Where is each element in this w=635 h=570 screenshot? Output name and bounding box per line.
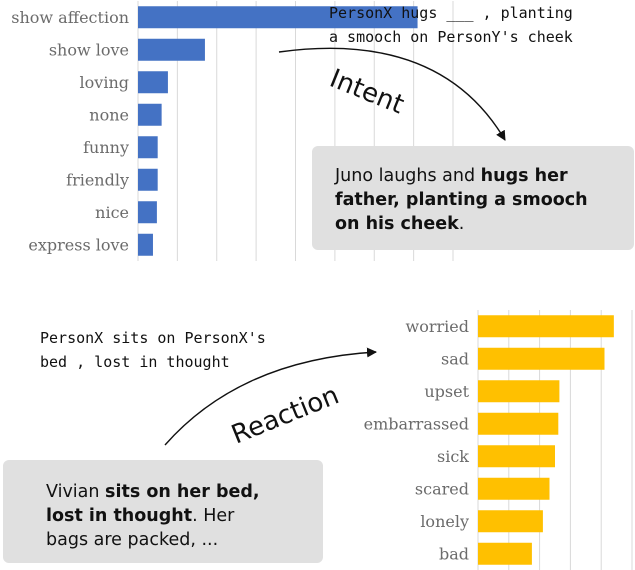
reaction-story-line-1: Vivian sits on her bed, xyxy=(46,482,260,502)
reaction-bar-scared xyxy=(478,477,550,500)
intent-category-label: funny xyxy=(83,138,129,157)
intent-category-label: nice xyxy=(95,203,129,222)
reaction-category-label: sad xyxy=(441,349,469,368)
reaction-category-label: embarrassed xyxy=(364,414,469,433)
intent-bar-express-love xyxy=(138,233,153,256)
reaction-bar-upset xyxy=(478,380,560,403)
intent-category-label: show love xyxy=(49,40,129,59)
intent-category-label: express love xyxy=(28,235,129,254)
reaction-event-line-2: bed , lost in thought xyxy=(40,353,230,371)
reaction-bar-sad xyxy=(478,347,605,370)
intent-arrow-label: Intent xyxy=(325,64,408,121)
reaction-category-label: worried xyxy=(406,317,469,336)
intent-story-box xyxy=(312,146,634,250)
intent-bar-chart: show affection show love loving none funny fr… xyxy=(11,1,454,261)
intent-bar-friendly xyxy=(138,168,158,191)
reaction-bar-bad xyxy=(478,542,532,565)
intent-story-line-1: Juno laughs and hugs her xyxy=(334,166,568,186)
intent-bar-show-affection xyxy=(138,6,418,29)
reaction-bar-worried xyxy=(478,315,614,338)
intent-arrow xyxy=(278,47,506,141)
reaction-category-label: sick xyxy=(437,447,469,466)
intent-story-line-3: on his cheek. xyxy=(335,214,464,234)
intent-category-label: show affection xyxy=(11,8,129,27)
reaction-category-label: lonely xyxy=(420,512,469,531)
reaction-story-line-2: lost in thought. Her xyxy=(46,506,235,526)
intent-bar-none xyxy=(138,103,162,126)
reaction-bar-lonely xyxy=(478,510,543,533)
intent-category-label: friendly xyxy=(66,170,129,189)
intent-event-line-1: PersonX hugs ___ , planting xyxy=(329,4,573,22)
reaction-bar-embarrassed xyxy=(478,412,559,435)
reaction-category-label: upset xyxy=(424,382,469,401)
reaction-story-line-3: bags are packed, ... xyxy=(46,530,218,550)
reaction-category-label: scared xyxy=(415,479,469,498)
intent-bar-show-love xyxy=(138,38,205,61)
intent-story-line-2: father, planting a smooch xyxy=(335,190,588,210)
intent-bar-funny xyxy=(138,136,158,159)
intent-event-line-2: a smooch on PersonY's cheek xyxy=(329,28,573,46)
intent-category-label: loving xyxy=(80,73,129,92)
reaction-bar-sick xyxy=(478,445,555,468)
reaction-event-line-1: PersonX sits on PersonX's xyxy=(40,329,266,347)
intent-bar-loving xyxy=(138,71,168,94)
intent-bar-nice xyxy=(138,201,157,224)
reaction-bar-chart: worried sad upset embarrassed sick scared lone… xyxy=(364,310,633,570)
reaction-story-box xyxy=(3,460,323,563)
intent-category-label: none xyxy=(89,105,129,124)
reaction-arrow xyxy=(164,347,377,446)
reaction-category-label: bad xyxy=(439,544,469,563)
reaction-arrow-label: Reaction xyxy=(227,380,343,450)
